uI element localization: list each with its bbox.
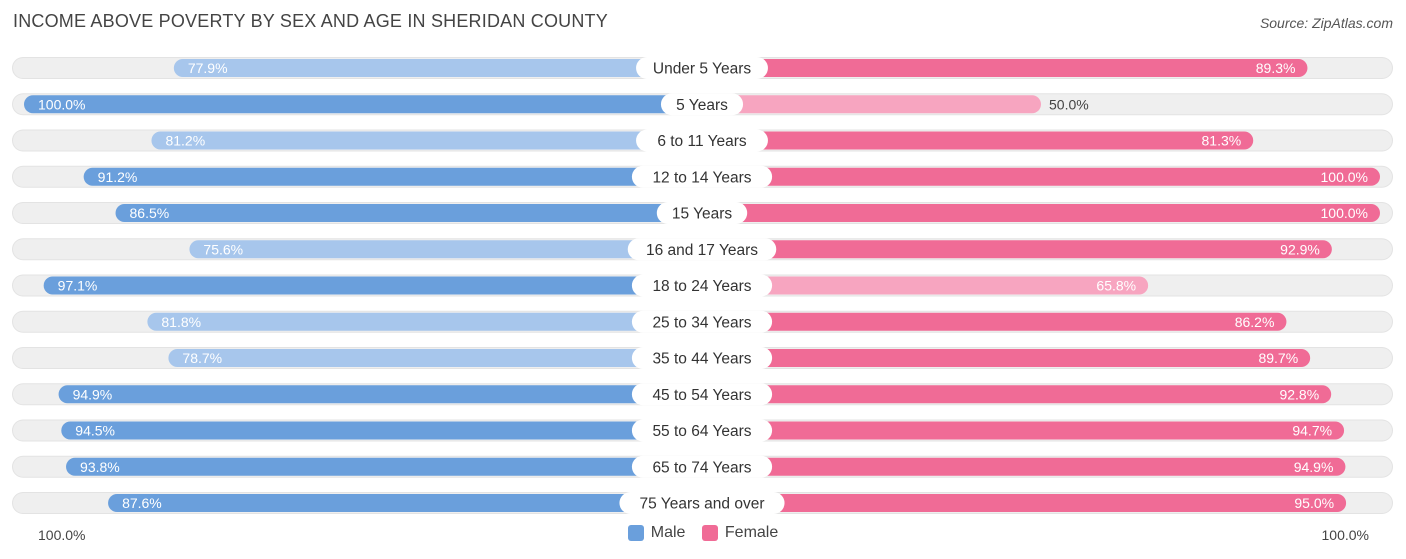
category-pill	[631, 347, 773, 369]
male-bar	[189, 240, 702, 259]
male-bar	[66, 457, 702, 476]
category-label: 5 Years	[676, 97, 728, 114]
female-bar	[702, 312, 1287, 331]
female-value-label: 95.0%	[1294, 495, 1334, 511]
female-value-label: 89.7%	[1258, 350, 1298, 366]
category-pill	[636, 57, 768, 79]
female-value-label: 92.8%	[1279, 386, 1319, 402]
category-pill	[631, 383, 773, 406]
legend: Male Female	[0, 524, 1406, 546]
male-value-label: 81.8%	[161, 314, 201, 330]
legend-swatch-female	[701, 525, 718, 541]
female-value-label: 100.0%	[1321, 205, 1368, 221]
category-pill	[660, 93, 744, 116]
legend-label-female: Female	[724, 524, 779, 541]
category-label: 25 to 34 Years	[652, 314, 751, 331]
source-note: Source: ZipAtlas.com	[1259, 15, 1393, 31]
female-value-label: 92.9%	[1280, 241, 1320, 257]
female-bar	[702, 167, 1380, 186]
male-value-label: 97.1%	[58, 278, 98, 294]
male-value-label: 87.6%	[122, 495, 162, 511]
male-bar	[147, 312, 702, 331]
male-bar	[173, 59, 702, 77]
male-value-label: 94.5%	[75, 423, 115, 439]
category-label: 15 Years	[672, 206, 733, 223]
female-bar	[702, 349, 1311, 367]
male-bar	[168, 349, 702, 367]
male-bar	[151, 131, 703, 150]
category-label: Under 5 Years	[653, 61, 751, 78]
legend-item-female: Female	[701, 524, 779, 542]
male-value-label: 86.5%	[130, 205, 170, 221]
legend-label-male: Male	[650, 524, 686, 541]
male-bar	[115, 204, 702, 222]
category-label: 16 and 17 Years	[646, 242, 758, 259]
male-value-label: 91.2%	[98, 169, 138, 185]
male-bar	[43, 276, 703, 295]
category-label: 65 to 74 Years	[652, 459, 751, 476]
male-value-label: 93.8%	[80, 459, 120, 475]
category-label: 18 to 24 Years	[652, 278, 751, 295]
category-label: 45 to 54 Years	[652, 387, 751, 404]
male-bar	[61, 421, 703, 440]
female-bar	[702, 457, 1346, 476]
female-bar	[702, 131, 1254, 150]
legend-swatch-male	[627, 525, 644, 541]
female-value-label: 81.3%	[1202, 133, 1242, 149]
male-value-label: 75.6%	[203, 241, 243, 257]
female-bar	[702, 276, 1149, 295]
male-bar	[58, 385, 702, 404]
category-pill	[656, 202, 748, 224]
category-label: 55 to 64 Years	[652, 423, 751, 440]
legend-item-male: Male	[627, 524, 686, 542]
female-value-label: 100.0%	[1321, 169, 1368, 185]
category-pill	[631, 165, 773, 188]
female-bar	[702, 240, 1332, 259]
axis-right-label: 100.0%	[1321, 527, 1369, 543]
female-bar	[702, 204, 1380, 222]
female-value-label: 65.8%	[1096, 278, 1136, 294]
male-bar	[83, 167, 702, 186]
female-value-label: 50.0%	[1049, 96, 1089, 112]
category-label: 35 to 44 Years	[652, 351, 751, 368]
category-pill	[631, 419, 773, 442]
male-value-label: 94.9%	[73, 386, 113, 402]
category-pill	[636, 129, 768, 152]
category-pill	[631, 310, 773, 333]
female-bar	[702, 421, 1345, 440]
category-label: 6 to 11 Years	[657, 133, 747, 150]
male-value-label: 81.2%	[165, 133, 205, 149]
female-value-label: 94.9%	[1294, 459, 1334, 475]
category-pill	[631, 274, 773, 297]
category-pill	[631, 455, 773, 478]
female-bar	[702, 59, 1308, 77]
female-value-label: 86.2%	[1235, 314, 1275, 330]
chart-title: INCOME ABOVE POVERTY BY SEX AND AGE IN S…	[13, 11, 608, 31]
female-value-label: 94.7%	[1292, 423, 1332, 439]
chart-plot: 77.9% 89.3% Under 5 Years 100.0% 50.0% 5 Year…	[12, 57, 1393, 514]
male-value-label: 77.9%	[188, 60, 228, 76]
male-bar	[24, 95, 702, 114]
category-label: 75 Years and over	[640, 496, 765, 513]
female-bar	[702, 385, 1332, 404]
female-bar	[702, 95, 1041, 114]
female-value-label: 89.3%	[1256, 60, 1296, 76]
male-value-label: 100.0%	[38, 96, 85, 112]
category-pill	[619, 492, 785, 514]
male-bar	[108, 494, 702, 512]
axis-left-label: 100.0%	[38, 527, 86, 543]
female-bar	[702, 494, 1347, 512]
category-label: 12 to 14 Years	[652, 169, 751, 186]
male-value-label: 78.7%	[182, 350, 222, 366]
category-pill	[627, 238, 777, 261]
